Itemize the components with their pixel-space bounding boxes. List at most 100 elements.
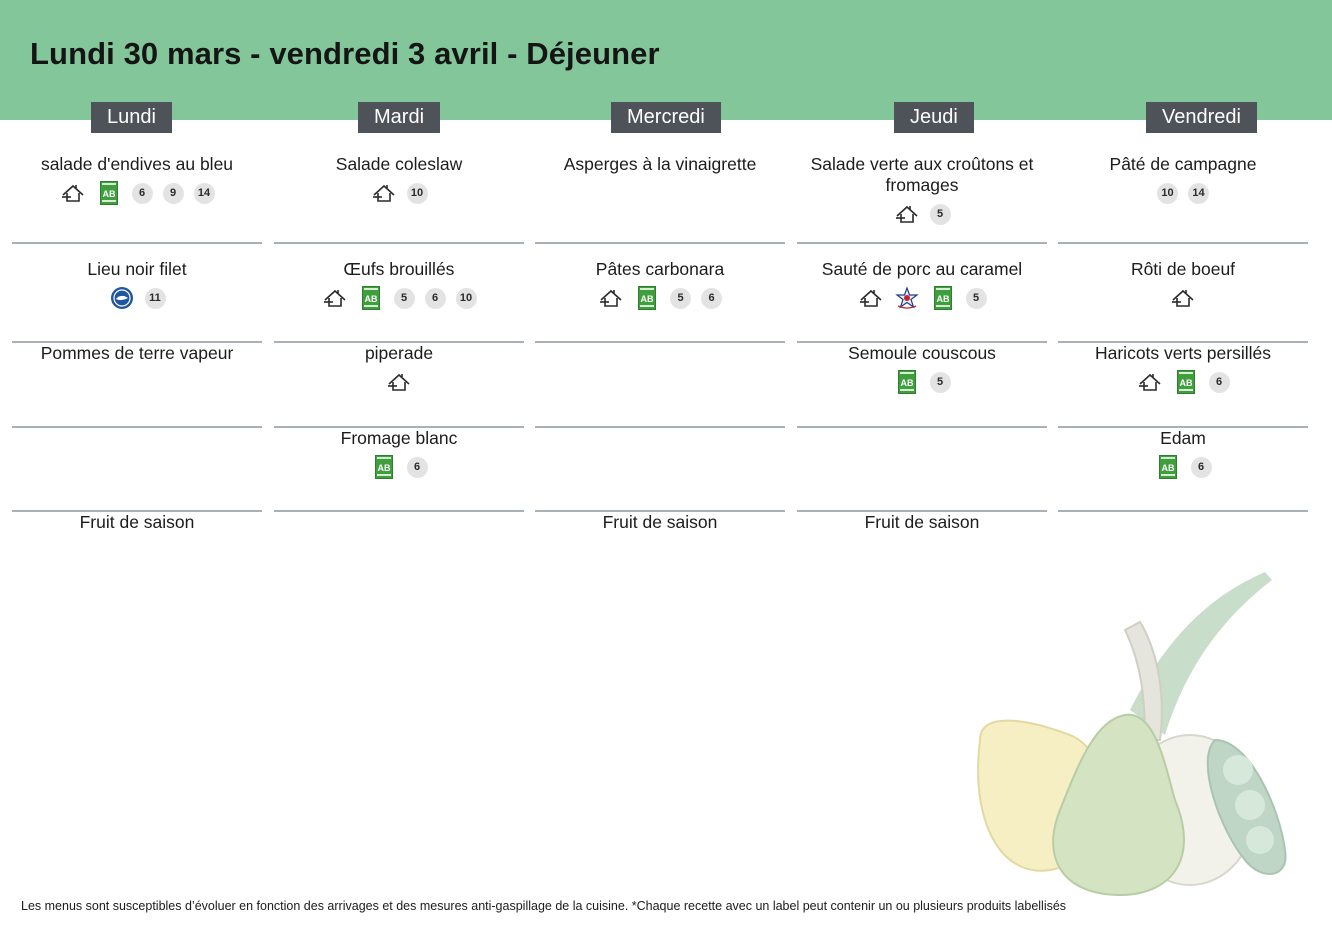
menu-slot [1058, 512, 1308, 552]
svg-text:AB: AB [936, 294, 949, 304]
dish-name: Fruit de saison [602, 512, 718, 532]
fait-maison-icon [322, 286, 348, 310]
allergen-badge: 6 [701, 287, 722, 309]
menu-slot: Sauté de porc au caramel AB 5 [797, 259, 1047, 343]
svg-text:AB: AB [900, 378, 913, 388]
ab-bio-icon: AB [930, 286, 956, 310]
menu-slot: Salade coleslaw 10 [274, 154, 524, 244]
menu-slot: Edam AB 6 [1058, 428, 1308, 512]
allergen-badge: 11 [144, 287, 166, 309]
menu-slot: Fromage blanc AB 6 [274, 428, 524, 512]
dish-name: piperade [364, 343, 434, 363]
menu-slot [12, 428, 262, 512]
dish-name: Asperges à la vinaigrette [563, 154, 757, 174]
menu-slot: Fruit de saison [12, 512, 262, 552]
dish-name: Haricots verts persillés [1094, 343, 1272, 363]
dish-name: Semoule couscous [848, 343, 996, 363]
menu-slot [797, 428, 1047, 512]
msc-peche-durable-icon [109, 286, 135, 310]
svg-text:AB: AB [1179, 378, 1192, 388]
dish-labels-row [1058, 286, 1308, 310]
dish-name: Fromage blanc [340, 428, 458, 448]
svg-text:AB: AB [641, 294, 654, 304]
dish-labels-row: AB 6 9 14 [12, 181, 262, 205]
menu-slot [274, 512, 524, 552]
svg-text:AB: AB [377, 463, 390, 473]
allergen-badge: 6 [131, 182, 153, 204]
menu-slot: Haricots verts persillés AB 6 [1058, 343, 1308, 428]
allergen-badge: 10 [406, 182, 428, 204]
dish-labels-row [274, 370, 524, 394]
dish-labels-row: AB 6 [1058, 370, 1308, 394]
dish-name: Pâtes carbonara [595, 259, 725, 279]
fait-maison-icon [1137, 370, 1163, 394]
allergen-badge: 6 [424, 287, 446, 309]
footer-note: Les menus sont susceptibles d’évoluer en… [21, 899, 1067, 913]
day-header: Lundi [91, 102, 172, 133]
ab-bio-icon: AB [358, 286, 384, 310]
dish-name: Rôti de boeuf [1130, 259, 1236, 279]
allergen-badge: 10 [1157, 182, 1178, 204]
dish-labels-row: 10 [274, 181, 524, 205]
dish-name: Salade coleslaw [335, 154, 463, 174]
allergen-badge: 5 [393, 287, 415, 309]
svg-text:AB: AB [102, 189, 115, 199]
menu-slot: Salade verte aux croûtons et fromages 5 [797, 154, 1047, 244]
ab-bio-icon: AB [894, 370, 920, 394]
dish-name: salade d'endives au bleu [40, 154, 234, 174]
menu-slot: Fruit de saison [535, 512, 785, 552]
fait-maison-icon [60, 181, 86, 205]
ab-bio-icon: AB [634, 286, 660, 310]
menu-slot: Lieu noir filet 11 [12, 259, 262, 343]
dish-labels-row: 11 [12, 286, 262, 310]
allergen-badge: 5 [670, 287, 691, 309]
menu-slot: Fruit de saison [797, 512, 1047, 552]
dish-name: Fruit de saison [79, 512, 195, 532]
allergen-badge: 14 [1188, 182, 1209, 204]
menu-slot: Pâté de campagne 10 14 [1058, 154, 1308, 244]
menu-slot: Semoule couscous AB 5 [797, 343, 1047, 428]
header-band [0, 0, 1332, 120]
dish-labels-row: AB 6 [274, 455, 524, 479]
fait-maison-icon [858, 286, 884, 310]
menu-slot: Rôti de boeuf [1058, 259, 1308, 343]
menu-slot: piperade [274, 343, 524, 428]
page-title: Lundi 30 mars - vendredi 3 avril - Déjeu… [30, 36, 660, 71]
allergen-badge: 10 [455, 287, 477, 309]
dish-name: Pâté de campagne [1109, 154, 1257, 174]
day-header: Vendredi [1146, 102, 1257, 133]
menu-slot: salade d'endives au bleu AB 6 9 14 [12, 154, 262, 244]
dish-labels-row: AB 5 6 10 [274, 286, 524, 310]
ab-bio-icon: AB [1155, 455, 1181, 479]
ab-bio-icon: AB [96, 181, 122, 205]
fruits-vegetables-illustration [977, 572, 1287, 897]
day-header: Mercredi [611, 102, 721, 133]
allergen-badge: 5 [965, 287, 987, 309]
allergen-badge: 6 [1208, 371, 1230, 393]
dish-labels-row: 5 [797, 202, 1047, 226]
ab-bio-icon: AB [371, 455, 397, 479]
menu-slot [535, 343, 785, 428]
fait-maison-icon [386, 370, 412, 394]
menu-slot: Pommes de terre vapeur [12, 343, 262, 428]
menu-slot: Asperges à la vinaigrette [535, 154, 785, 244]
dish-name: Pommes de terre vapeur [40, 343, 234, 363]
allergen-badge: 9 [162, 182, 184, 204]
day-header: Mardi [358, 102, 441, 133]
dish-labels-row: AB 5 [797, 370, 1047, 394]
dish-name: Edam [1160, 428, 1206, 448]
dish-name: Œufs brouillés [343, 259, 455, 279]
allergen-badge: 5 [929, 371, 951, 393]
dish-name: Lieu noir filet [87, 259, 187, 279]
fait-maison-icon [1170, 286, 1196, 310]
menu-slot: Œufs brouillés AB 5 6 10 [274, 259, 524, 343]
fait-maison-icon [894, 202, 920, 226]
allergen-badge: 14 [193, 182, 215, 204]
ab-bio-icon: AB [1173, 370, 1199, 394]
svg-text:AB: AB [364, 294, 377, 304]
fait-maison-icon [598, 286, 624, 310]
menu-slot: Pâtes carbonara AB 5 6 [535, 259, 785, 343]
allergen-badge: 6 [406, 456, 428, 478]
dish-labels-row: AB 5 [797, 286, 1047, 310]
day-header: Jeudi [894, 102, 974, 133]
